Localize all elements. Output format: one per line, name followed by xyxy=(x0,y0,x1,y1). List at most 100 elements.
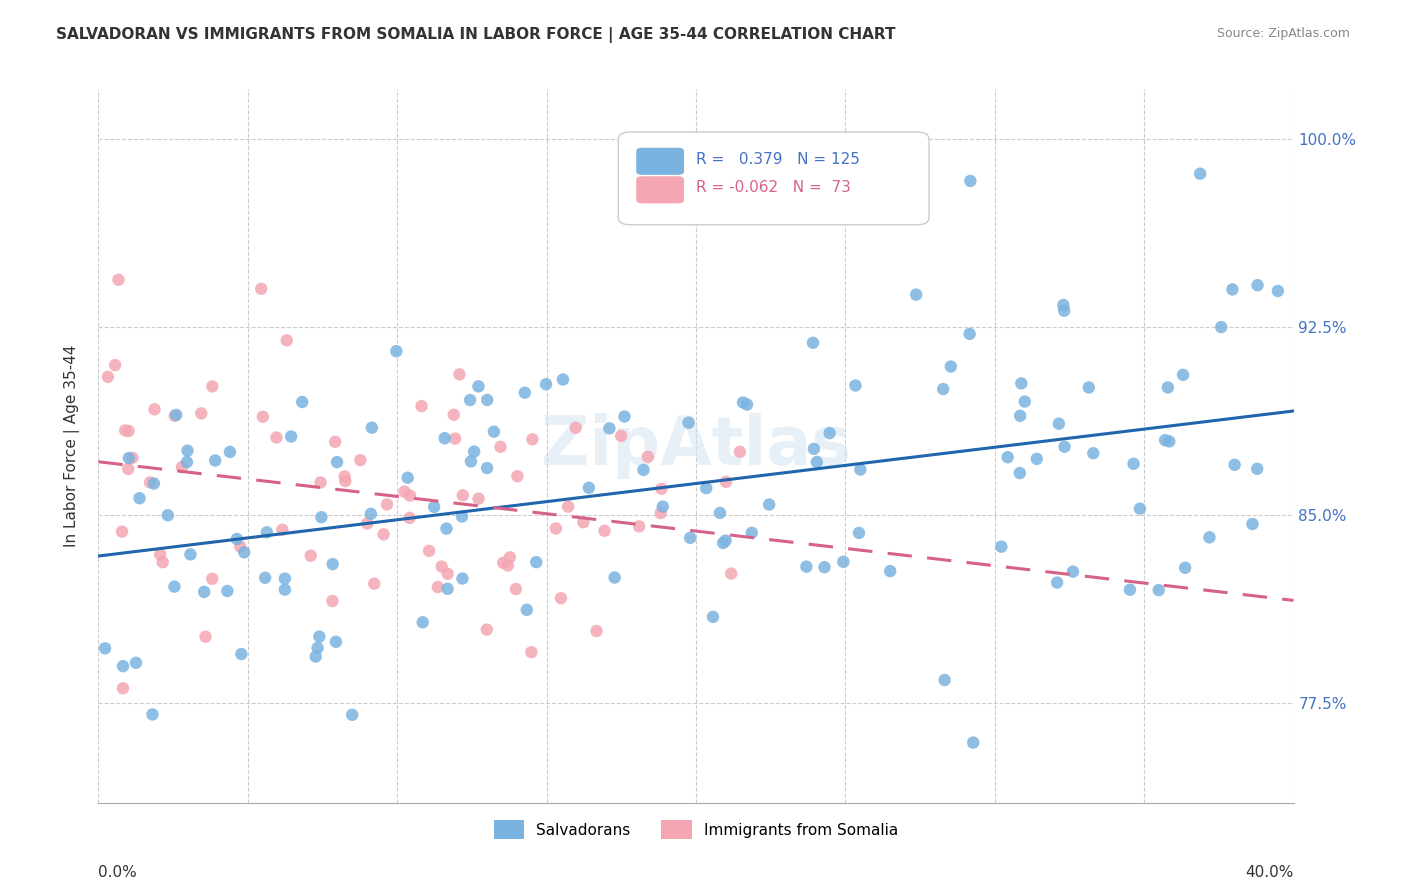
Salvadorans xyxy=(613,409,636,424)
Salvadorans xyxy=(451,509,474,524)
Immigrants from Somalia xyxy=(111,524,134,539)
Immigrants from Somalia xyxy=(394,484,416,499)
Salvadorans xyxy=(1189,167,1212,181)
Salvadorans xyxy=(1046,575,1069,590)
Immigrants from Somalia xyxy=(373,527,395,541)
Salvadorans xyxy=(204,453,226,467)
Salvadorans xyxy=(118,451,141,466)
Immigrants from Somalia xyxy=(276,334,298,348)
Salvadorans xyxy=(803,442,825,456)
Immigrants from Somalia xyxy=(492,556,515,570)
Salvadorans xyxy=(633,463,655,477)
Immigrants from Somalia xyxy=(628,519,651,533)
Salvadorans xyxy=(176,443,198,458)
Salvadorans xyxy=(1246,278,1268,293)
Immigrants from Somalia xyxy=(252,409,274,424)
Salvadorans xyxy=(1241,516,1264,531)
Immigrants from Somalia xyxy=(117,462,139,476)
Salvadorans xyxy=(141,707,163,722)
Immigrants from Somalia xyxy=(266,430,288,444)
Salvadorans xyxy=(305,649,328,664)
Text: R = -0.062   N =  73: R = -0.062 N = 73 xyxy=(696,180,851,195)
Salvadorans xyxy=(94,641,117,656)
Immigrants from Somalia xyxy=(398,511,420,525)
Immigrants from Somalia xyxy=(170,460,193,475)
Salvadorans xyxy=(997,450,1019,465)
Salvadorans xyxy=(1047,417,1070,431)
Salvadorans xyxy=(524,555,547,569)
Immigrants from Somalia xyxy=(449,368,471,382)
Salvadorans xyxy=(128,491,150,505)
Salvadorans xyxy=(477,392,499,407)
Salvadorans xyxy=(274,572,297,586)
Salvadorans xyxy=(308,630,330,644)
Immigrants from Somalia xyxy=(720,566,742,581)
Text: Source: ZipAtlas.com: Source: ZipAtlas.com xyxy=(1216,27,1350,40)
Salvadorans xyxy=(1077,380,1099,394)
Immigrants from Somalia xyxy=(443,408,465,422)
Salvadorans xyxy=(1159,434,1181,449)
Salvadorans xyxy=(156,508,179,523)
Immigrants from Somalia xyxy=(149,548,172,562)
Immigrants from Somalia xyxy=(564,421,586,435)
Immigrants from Somalia xyxy=(426,580,449,594)
Immigrants from Somalia xyxy=(506,469,529,483)
Immigrants from Somalia xyxy=(118,424,141,438)
Immigrants from Somalia xyxy=(97,369,120,384)
Text: R =   0.379   N = 125: R = 0.379 N = 125 xyxy=(696,152,860,167)
Immigrants from Somalia xyxy=(299,549,322,563)
Immigrants from Somalia xyxy=(496,558,519,573)
Salvadorans xyxy=(1083,446,1105,460)
Salvadorans xyxy=(460,454,482,468)
Salvadorans xyxy=(695,481,717,495)
Salvadorans xyxy=(1246,462,1268,476)
Salvadorans xyxy=(125,656,148,670)
Immigrants from Somalia xyxy=(375,498,398,512)
Salvadorans xyxy=(711,536,734,550)
Immigrants from Somalia xyxy=(499,550,522,565)
Salvadorans xyxy=(280,429,302,443)
Salvadorans xyxy=(1014,394,1036,409)
Salvadorans xyxy=(193,585,215,599)
Salvadorans xyxy=(451,572,474,586)
Salvadorans xyxy=(1129,501,1152,516)
Salvadorans xyxy=(806,455,828,469)
Immigrants from Somalia xyxy=(121,450,143,465)
Salvadorans xyxy=(482,425,505,439)
Salvadorans xyxy=(254,571,277,585)
Immigrants from Somalia xyxy=(593,524,616,538)
Salvadorans xyxy=(709,506,731,520)
Immigrants from Somalia xyxy=(585,624,607,638)
Text: SALVADORAN VS IMMIGRANTS FROM SOMALIA IN LABOR FORCE | AGE 35-44 CORRELATION CHA: SALVADORAN VS IMMIGRANTS FROM SOMALIA IN… xyxy=(56,27,896,43)
Immigrants from Somalia xyxy=(139,475,162,490)
FancyBboxPatch shape xyxy=(637,177,685,203)
Immigrants from Somalia xyxy=(114,424,136,438)
Salvadorans xyxy=(256,525,278,540)
Salvadorans xyxy=(396,471,419,485)
Salvadorans xyxy=(111,659,134,673)
Salvadorans xyxy=(231,647,253,661)
Immigrants from Somalia xyxy=(572,515,595,529)
Salvadorans xyxy=(163,580,186,594)
Immigrants from Somalia xyxy=(399,489,422,503)
Y-axis label: In Labor Force | Age 35-44: In Labor Force | Age 35-44 xyxy=(63,345,80,547)
Salvadorans xyxy=(990,540,1012,554)
Salvadorans xyxy=(1119,582,1142,597)
Salvadorans xyxy=(1171,368,1194,382)
Immigrants from Somalia xyxy=(714,475,737,489)
Immigrants from Somalia xyxy=(333,469,356,483)
Legend: Salvadorans, Immigrants from Somalia: Salvadorans, Immigrants from Somalia xyxy=(488,814,904,845)
Immigrants from Somalia xyxy=(610,429,633,443)
Immigrants from Somalia xyxy=(201,572,224,586)
Immigrants from Somalia xyxy=(436,566,458,581)
Salvadorans xyxy=(959,326,981,341)
Salvadorans xyxy=(1010,376,1032,391)
Salvadorans xyxy=(340,707,363,722)
Immigrants from Somalia xyxy=(190,406,212,420)
Salvadorans xyxy=(598,421,620,435)
Salvadorans xyxy=(142,476,165,491)
Salvadorans xyxy=(513,385,536,400)
Salvadorans xyxy=(1025,451,1047,466)
Salvadorans xyxy=(578,481,600,495)
Immigrants from Somalia xyxy=(728,444,751,458)
